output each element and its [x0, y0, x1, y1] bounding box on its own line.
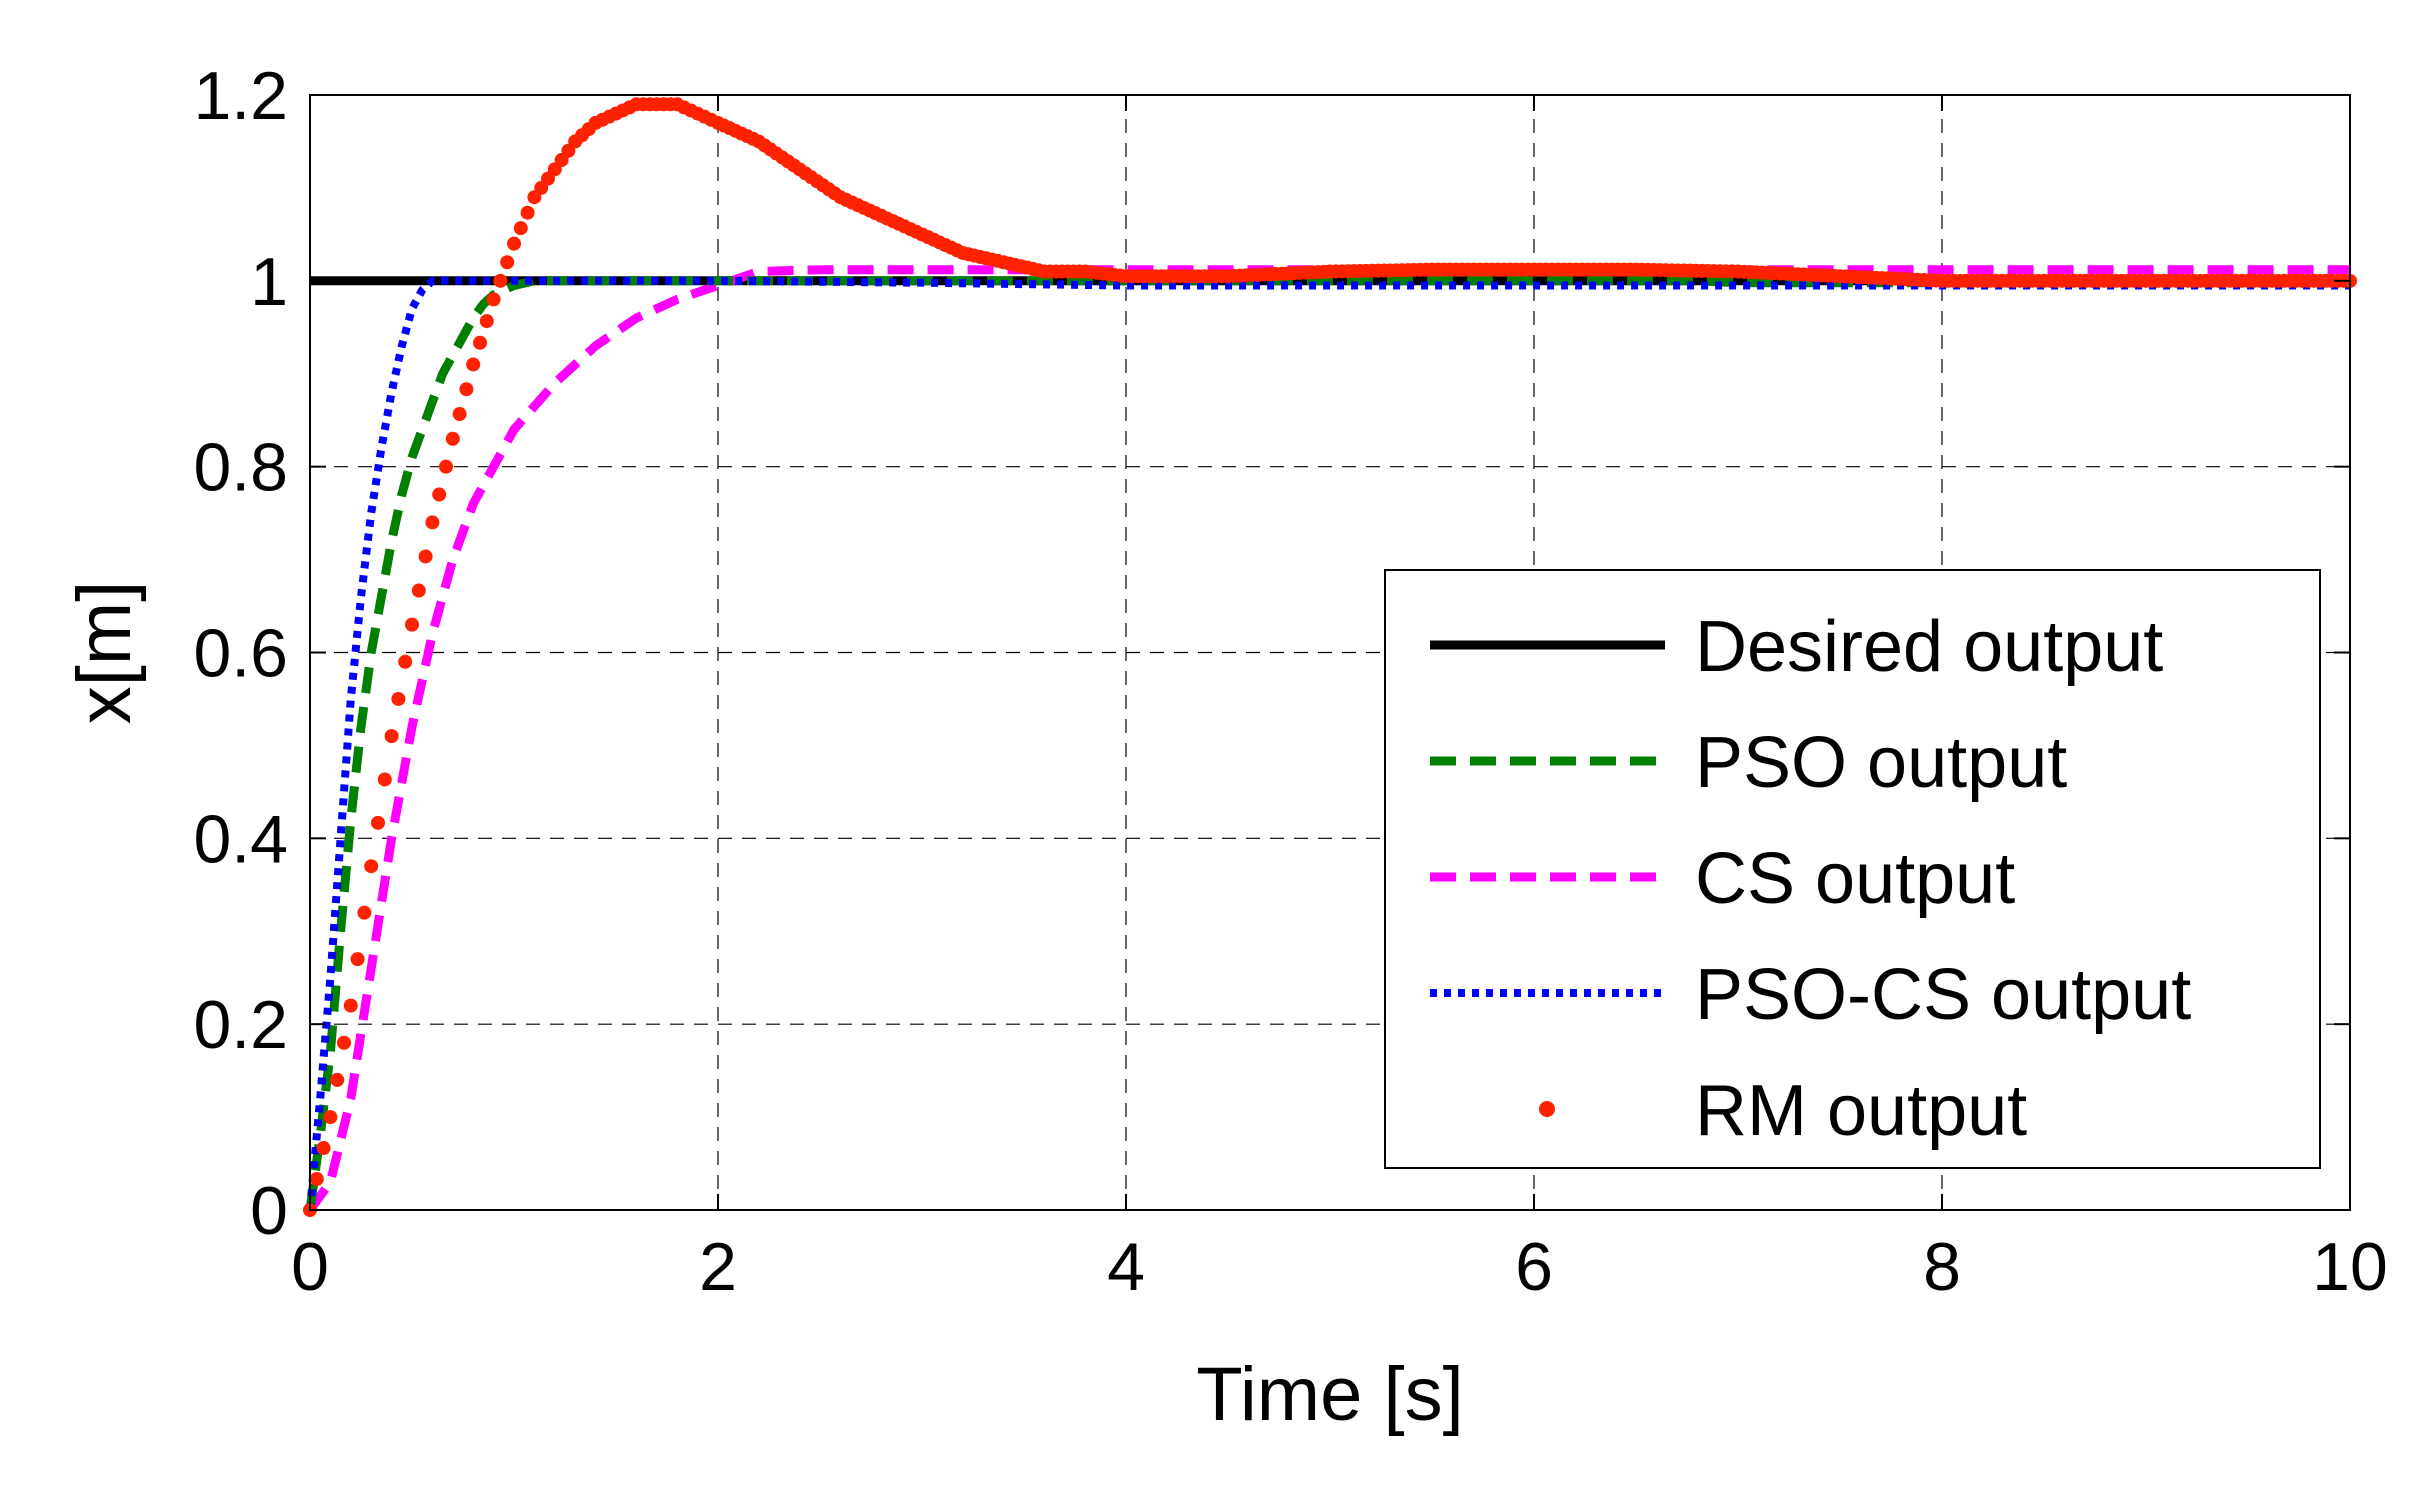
rm-output-point [357, 905, 372, 920]
y-tick-label: 0 [250, 1173, 288, 1249]
rm-output-point [323, 1110, 338, 1125]
series-pso-cs-output [306, 276, 2350, 1211]
rm-output-point [445, 431, 460, 446]
legend-swatch [1539, 1101, 1555, 1117]
rm-output-point [364, 859, 379, 874]
rm-output-point [330, 1072, 345, 1087]
y-tick-label: 1.2 [193, 58, 288, 134]
legend-box [1384, 569, 2321, 1169]
legend-item: RM output [1539, 1071, 2027, 1151]
rm-output-point [309, 1172, 324, 1187]
rm-output-point [513, 221, 528, 236]
y-tick-label: 0.6 [193, 616, 288, 692]
rm-output-point [520, 205, 535, 220]
rm-output-point [439, 459, 453, 474]
y-axis-label: x[m] [62, 581, 147, 725]
rm-output-point [493, 273, 508, 288]
rm-output-point [391, 691, 406, 706]
rm-output-point [459, 382, 474, 397]
rm-output-point [337, 1035, 351, 1050]
rm-output-point [500, 255, 515, 270]
legend-item: PSO-CS output [1430, 955, 2191, 1035]
rm-output-point [411, 583, 426, 598]
rm-output-point [418, 549, 433, 564]
y-tick-label: 0.4 [193, 801, 288, 877]
legend-label: RM output [1695, 1071, 2027, 1151]
y-tick-label: 1 [250, 244, 288, 320]
series-rm-output [303, 97, 2357, 1217]
rm-output-point [316, 1141, 331, 1156]
x-tick-label: 8 [1923, 1229, 1961, 1305]
axis-ticks: 0 2 4 6 8 10 0 0.2 0.4 0.6 0.8 1 1.2 [193, 58, 2387, 1305]
rm-output-point [432, 487, 447, 502]
legend: Desired output PSO output CS output PSO-CS … [1384, 569, 2321, 1169]
x-axis-label: Time [s] [1196, 1352, 1463, 1437]
rm-output-point [371, 815, 385, 830]
rm-output-point [473, 335, 487, 350]
rm-output-point [425, 515, 440, 530]
rm-output-point [398, 654, 413, 669]
series-pso-output [305, 276, 2350, 1211]
legend-item: CS output [1430, 839, 2015, 919]
legend-label: PSO output [1695, 723, 2067, 803]
legend-label: PSO-CS output [1695, 955, 2191, 1035]
legend-item: PSO output [1430, 723, 2067, 803]
x-tick-label: 2 [699, 1229, 737, 1305]
rm-output-point [384, 729, 399, 744]
rm-output-point [405, 617, 419, 632]
series-layer [303, 97, 2357, 1217]
y-tick-label: 0.2 [193, 987, 288, 1063]
rm-output-point [466, 357, 481, 372]
rm-output-point [350, 952, 365, 967]
x-tick-label: 10 [2312, 1229, 2388, 1305]
rm-output-point [343, 998, 358, 1013]
x-tick-label: 6 [1515, 1229, 1553, 1305]
rm-output-point [479, 314, 494, 329]
rm-output-point [507, 236, 521, 251]
legend-label: CS output [1695, 839, 2015, 919]
rm-output-point [452, 407, 467, 422]
legend-label: Desired output [1695, 607, 2163, 687]
x-tick-label: 4 [1107, 1229, 1145, 1305]
y-tick-label: 0.8 [193, 430, 288, 506]
rm-output-point [486, 292, 501, 307]
x-tick-label: 0 [291, 1229, 329, 1305]
rm-output-point [377, 772, 392, 787]
legend-item: Desired output [1430, 607, 2163, 687]
